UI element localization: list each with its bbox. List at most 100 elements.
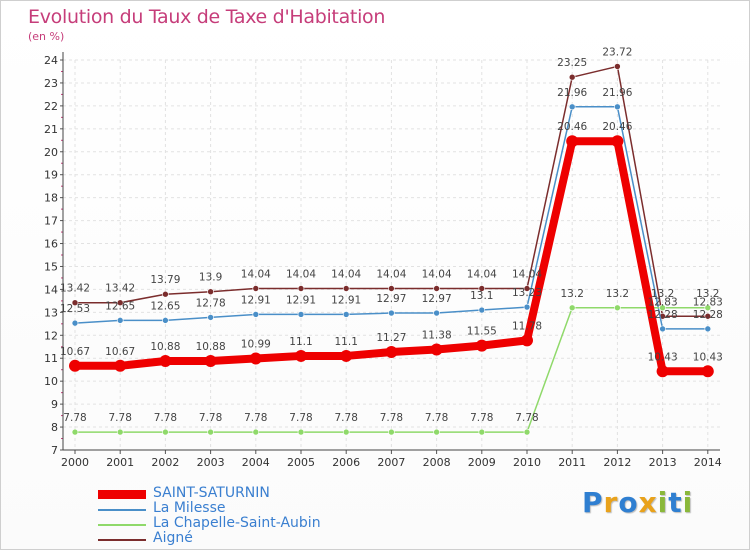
data-label: 11.1: [289, 336, 312, 348]
y-tick-label: 21: [44, 123, 58, 136]
unit-label: (en %): [28, 30, 65, 43]
data-point: [568, 103, 576, 111]
data-point: [249, 352, 262, 365]
legend-swatch: [98, 539, 146, 541]
data-point: [704, 312, 712, 320]
data-point: [614, 63, 621, 70]
data-label: 7.78: [63, 412, 86, 424]
data-label: 7.78: [289, 412, 312, 424]
data-point: [659, 325, 666, 333]
y-tick-label: 24: [44, 54, 58, 67]
data-point: [162, 317, 169, 324]
data-point: [614, 103, 621, 111]
data-label: 13.2: [651, 288, 674, 300]
data-point: [611, 135, 624, 148]
legend-swatch: [98, 509, 146, 511]
data-label: 7.78: [515, 412, 538, 424]
data-point: [204, 354, 217, 367]
data-label: 12.91: [286, 294, 316, 306]
y-tick-label: 22: [44, 100, 58, 113]
logo-letter: P: [582, 486, 604, 519]
data-label: 20.46: [602, 121, 632, 133]
data-label: 14.04: [512, 268, 542, 280]
data-label: 12.65: [105, 300, 135, 312]
y-tick-label: 17: [44, 215, 58, 228]
data-point: [704, 304, 712, 312]
data-point: [69, 359, 81, 372]
data-point: [656, 365, 669, 378]
data-label: 14.04: [376, 268, 406, 280]
data-label: 21.96: [602, 87, 632, 99]
data-point: [342, 311, 350, 318]
logo-letter: o: [618, 486, 639, 519]
data-label: 7.78: [199, 412, 222, 424]
data-point: [342, 285, 350, 292]
axes: [60, 52, 720, 454]
data-label: 13.42: [60, 283, 90, 295]
data-point: [116, 299, 124, 307]
x-tick-label: 2013: [649, 456, 677, 469]
data-label: 14.04: [241, 268, 271, 280]
x-tick-label: 2014: [694, 456, 722, 469]
data-point: [388, 428, 395, 436]
chart-title: Evolution du Taux de Taxe d'Habitation: [28, 6, 386, 28]
y-tick-label: 8: [51, 421, 58, 434]
y-tick-label: 16: [44, 238, 58, 251]
x-tick-label: 2002: [151, 456, 179, 469]
data-point: [207, 314, 214, 321]
data-labels: 13.42 13.42 13.79 13.9 14.04 14.04 14.04 14.04 1…: [60, 46, 723, 424]
y-tick-label: 15: [44, 260, 58, 273]
data-label: 12.28: [693, 309, 723, 321]
y-tick-label: 11: [44, 352, 58, 365]
x-tick-label: 2000: [61, 456, 89, 469]
data-point: [523, 285, 531, 292]
data-point: [478, 306, 486, 314]
data-point: [388, 285, 395, 292]
data-label: 14.04: [467, 268, 497, 280]
data-point: [521, 334, 533, 347]
x-tick-label: 2010: [513, 456, 541, 469]
data-label: 20.46: [557, 121, 587, 133]
x-tick-label: 2008: [423, 456, 451, 469]
x-tick-label: 2003: [197, 456, 225, 469]
y-tick-label: 7: [51, 444, 58, 457]
x-tick-label: 2005: [287, 456, 315, 469]
logo-letter: t: [668, 486, 683, 519]
data-point: [388, 309, 395, 317]
data-label: 13.42: [105, 283, 135, 295]
data-point: [116, 428, 124, 436]
data-label: 14.04: [422, 268, 452, 280]
data-label: 11.38: [422, 330, 452, 342]
x-tick-label: 2007: [377, 456, 405, 469]
legend-label: SAINT-SATURNIN: [153, 485, 270, 501]
data-point: [207, 428, 214, 436]
y-tick-label: 12: [44, 329, 58, 342]
data-label: 11.55: [467, 326, 497, 338]
x-tick-label: 2001: [106, 456, 134, 469]
data-label: 10.67: [105, 346, 135, 358]
data-label: 23.25: [557, 57, 587, 69]
data-label: 11.27: [376, 332, 406, 344]
data-point: [252, 285, 260, 292]
data-label: 12.91: [331, 294, 361, 306]
legend-swatch: [98, 524, 146, 526]
data-label: 12.65: [150, 300, 180, 312]
data-point: [162, 290, 169, 298]
data-label: 7.78: [154, 412, 177, 424]
data-label: 13.1: [470, 290, 493, 302]
logo-letter: r: [603, 486, 619, 519]
data-point: [159, 354, 172, 367]
data-label: 23.72: [602, 46, 632, 58]
legend-label: La Milesse: [153, 500, 226, 516]
y-tick-label: 9: [51, 398, 58, 411]
logo-letter: x: [638, 486, 658, 519]
data-label: 13.9: [199, 272, 222, 284]
logo-letter: i: [657, 486, 669, 519]
data-point: [659, 304, 666, 312]
y-tick-label: 19: [44, 169, 58, 182]
data-point: [114, 359, 127, 372]
logo-letter: i: [682, 486, 694, 519]
legend-label: Aigné: [153, 530, 193, 546]
data-label: 7.78: [380, 412, 403, 424]
y-tick-label: 18: [44, 192, 58, 205]
